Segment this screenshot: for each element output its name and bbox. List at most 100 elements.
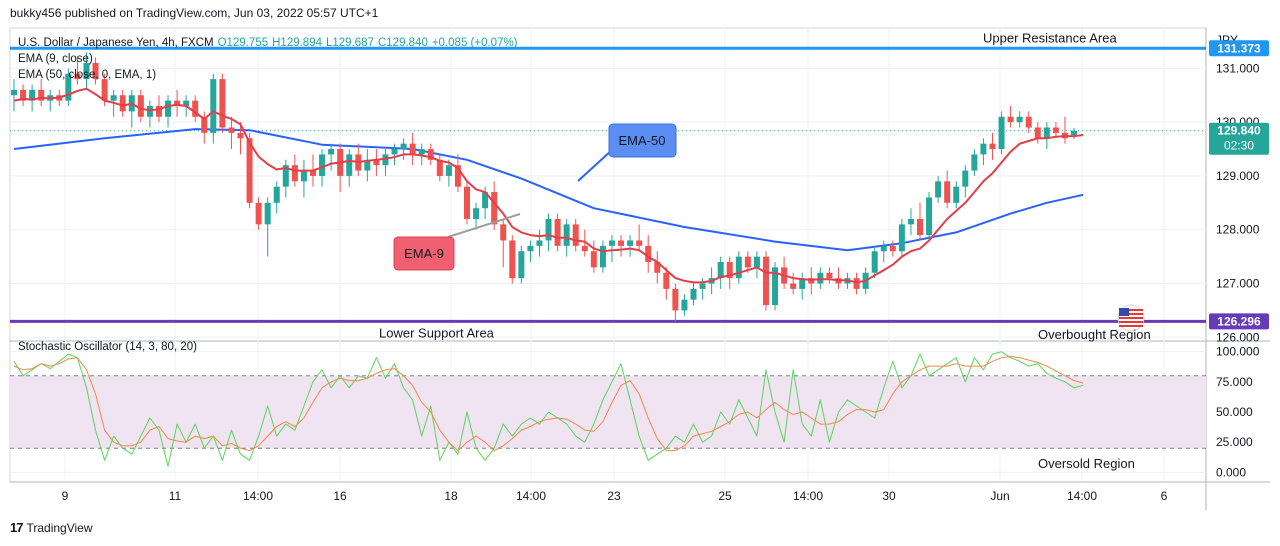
candle-body [409, 143, 416, 155]
candle [835, 267, 842, 289]
candle [364, 149, 371, 182]
candle [74, 57, 81, 85]
candle [935, 175, 942, 203]
candle [201, 111, 208, 144]
candle-body [228, 127, 235, 133]
symbol-high: H129.894 [272, 37, 322, 49]
candle [509, 235, 516, 284]
candle [953, 181, 960, 209]
candle-body [636, 240, 643, 246]
candle [536, 229, 543, 257]
candle [391, 143, 398, 166]
candle [400, 138, 407, 160]
candle [11, 79, 17, 112]
candle-body [880, 245, 887, 252]
candle-body [74, 73, 81, 80]
candle [427, 143, 434, 166]
candle-body [953, 186, 960, 203]
y-tick-label: 127.000 [1216, 277, 1260, 291]
candle [473, 202, 480, 230]
stoch-y-tick-label: 50.000 [1216, 405, 1253, 419]
tradingview-logo-icon: 17 [10, 520, 24, 535]
candle-body [654, 262, 661, 273]
candle [119, 89, 126, 117]
candle [898, 218, 905, 257]
stoch-y-tick-label: 100.000 [1216, 345, 1260, 359]
candle [762, 251, 769, 311]
candle-body [364, 159, 371, 171]
candle [409, 132, 416, 166]
candle [781, 256, 788, 289]
candle [853, 272, 860, 295]
candle-body [944, 181, 951, 203]
candle-body [1007, 116, 1014, 123]
candle [672, 283, 679, 322]
candle-body [282, 165, 289, 187]
candle-body [536, 240, 543, 246]
stochastic-lines [13, 351, 1084, 467]
candle-body [853, 278, 860, 289]
ema9-callout-box [393, 236, 455, 271]
annotations: EMA-50 EMA-9 [393, 123, 1145, 332]
candle-body [599, 245, 606, 268]
candle-body [790, 283, 797, 289]
candle-body [92, 62, 99, 80]
x-tick-label: 14:00 [1067, 489, 1097, 503]
resistance-badge-text: 131.373 [1217, 41, 1261, 55]
candle-body [309, 170, 316, 176]
candle [590, 240, 597, 273]
candle-body [137, 95, 144, 117]
candle-body [1052, 127, 1059, 133]
candle-body [590, 251, 597, 268]
support-badge-text: 126.296 [1217, 314, 1261, 328]
candle [663, 267, 670, 300]
tradingview-footer[interactable]: 17 TradingView [10, 520, 93, 535]
resistance-level-label: Upper Resistance Area [983, 30, 1117, 45]
candle-body [980, 143, 987, 155]
candle-body [572, 224, 579, 246]
candle-body [192, 100, 199, 117]
candle [772, 262, 779, 311]
candle [554, 213, 561, 252]
candle-body [20, 89, 27, 101]
candle-body [545, 218, 552, 241]
candle [1034, 122, 1041, 144]
candle [436, 154, 443, 182]
candle [581, 229, 588, 257]
candle [282, 159, 289, 198]
candle-body [491, 192, 498, 225]
candle [1043, 122, 1050, 150]
candle-body [1016, 116, 1023, 123]
candle [65, 68, 72, 106]
y-tick-label: 131.000 [1216, 61, 1260, 75]
candle-body [454, 165, 461, 187]
candle [1071, 127, 1078, 139]
candle [500, 218, 507, 268]
candle [228, 116, 235, 150]
candle-body [382, 154, 389, 166]
candle-body [753, 256, 760, 268]
candles[interactable] [11, 52, 1078, 322]
x-tick-label: 14:00 [516, 489, 546, 503]
candle [210, 73, 217, 144]
candle-body [464, 186, 470, 219]
x-tick-label: 25 [718, 489, 732, 503]
us-flag-icon [1117, 304, 1145, 332]
candle-body [735, 256, 742, 279]
candle-body [518, 251, 525, 279]
y-tick-label: 126.000 [1216, 330, 1260, 344]
stoch-y-tick-label: 75.000 [1216, 375, 1253, 389]
candle-body [971, 154, 978, 171]
candle [808, 267, 815, 295]
candle-body [672, 288, 679, 311]
x-tick-label: Jun [990, 489, 1009, 503]
candle [454, 154, 461, 193]
ema9-callout: EMA-9 [393, 213, 521, 271]
candle-body [119, 95, 126, 112]
symbol-header: U.S. Dollar / Japanese Yen, 4h, FXCM O129… [18, 37, 518, 49]
candle-body [29, 89, 36, 101]
candle [599, 240, 606, 273]
